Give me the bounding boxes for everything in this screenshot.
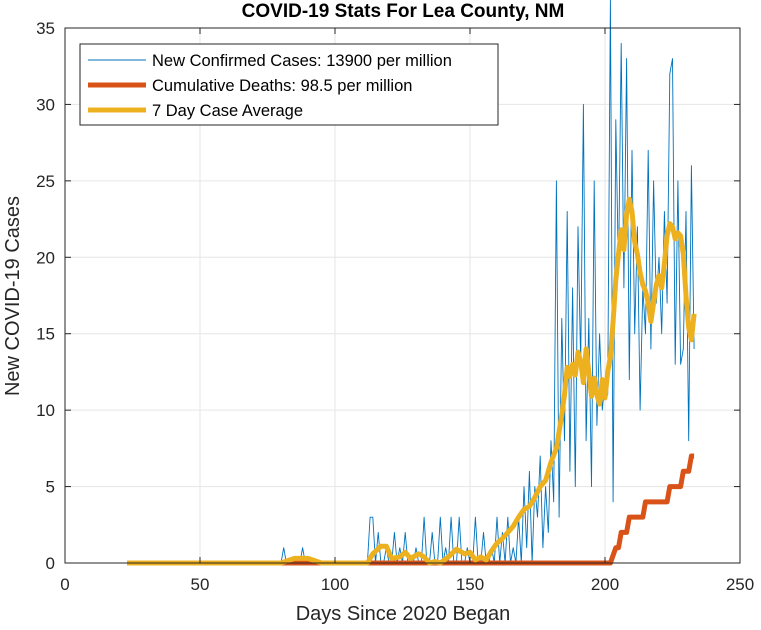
- y-tick-label: 15: [36, 325, 55, 344]
- y-tick-label: 30: [36, 95, 55, 114]
- legend-label-2: Cumulative Deaths: 98.5 per million: [152, 77, 412, 95]
- y-tick-label: 25: [36, 172, 55, 191]
- y-axis-label: New COVID-19 Cases: [2, 196, 24, 396]
- legend-box: [79, 43, 499, 126]
- y-tick-label: 20: [36, 248, 55, 267]
- x-axis-label: Days Since 2020 Began: [296, 603, 511, 625]
- axes-box: [64, 27, 741, 564]
- y-tick-label: 35: [36, 19, 55, 38]
- x-tick-label: 100: [321, 575, 349, 594]
- y-tick-label: 5: [46, 478, 55, 497]
- x-tick-label: 0: [60, 575, 69, 594]
- y-tick-label: 0: [46, 554, 55, 573]
- x-tick-label: 200: [591, 575, 619, 594]
- series-line-3: [127, 196, 697, 566]
- x-tick-label: 250: [726, 575, 754, 594]
- legend: New Confirmed Cases: 13900 per million Cu…: [79, 43, 499, 126]
- legend-label-1: New Confirmed Cases: 13900 per million: [152, 52, 452, 70]
- x-tick-label: 150: [456, 575, 484, 594]
- x-tick-label: 50: [191, 575, 210, 594]
- chart-title: COVID-19 Stats For Lea County, NM: [242, 1, 565, 22]
- y-tick-label: 10: [36, 401, 55, 420]
- series-line-2: [127, 453, 695, 566]
- legend-label-3: 7 Day Case Average: [152, 102, 303, 120]
